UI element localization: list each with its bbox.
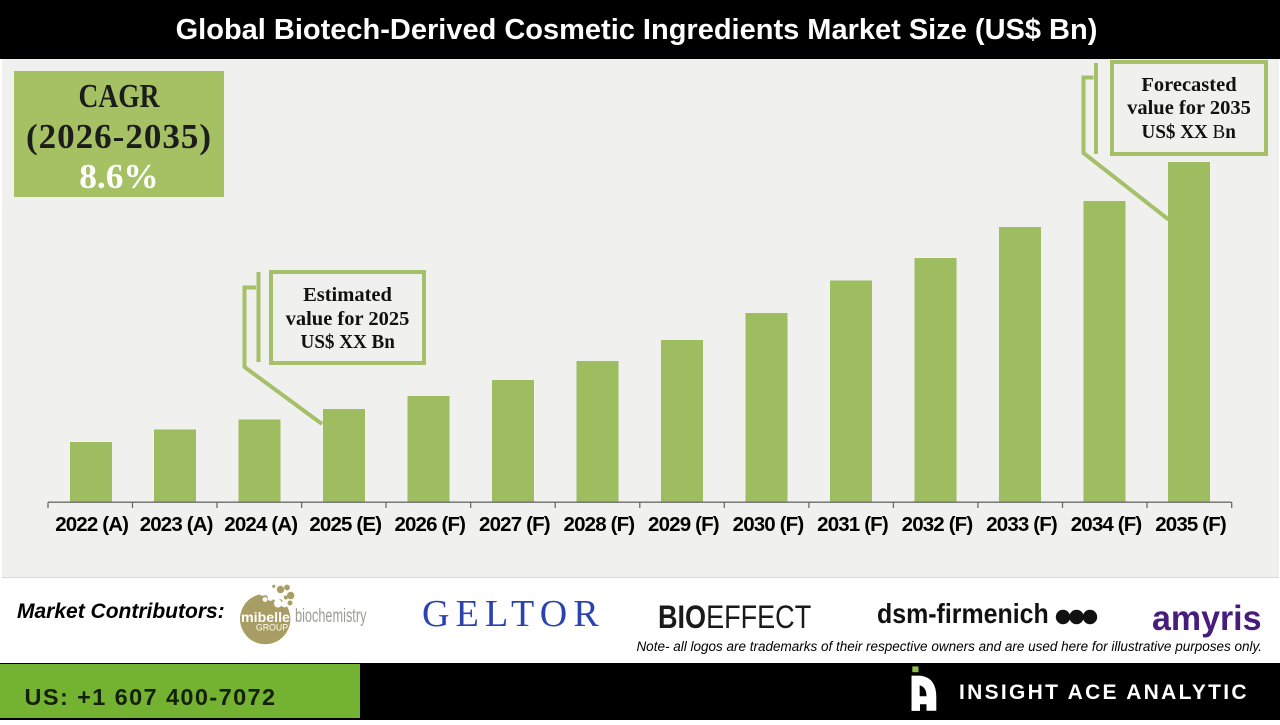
svg-text:GROUP: GROUP — [256, 623, 288, 633]
svg-text:mibelle: mibelle — [241, 610, 290, 626]
